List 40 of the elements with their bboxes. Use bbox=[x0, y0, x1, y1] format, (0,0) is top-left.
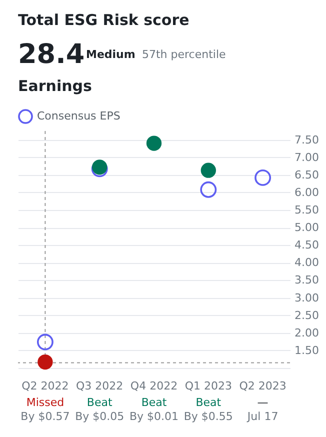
y-tick-label: 6.50 bbox=[294, 168, 319, 182]
point bbox=[38, 354, 53, 370]
x-tick-label: Q4 2022 bbox=[130, 380, 178, 392]
text: By $0.55 bbox=[184, 410, 233, 423]
y-tick-label: 6.00 bbox=[294, 186, 319, 199]
text: Beat bbox=[196, 396, 222, 409]
point bbox=[200, 181, 217, 198]
point bbox=[254, 169, 272, 186]
y-tick-label: 1.50 bbox=[294, 344, 319, 357]
point bbox=[200, 162, 216, 178]
chart-subtitle: Earnings bbox=[18, 77, 92, 95]
y-tick-label: 7.00 bbox=[294, 150, 319, 164]
y-tick-label: 2.50 bbox=[294, 308, 319, 322]
x-tick-label: Q2 2022 bbox=[22, 380, 69, 392]
chart-title: Total ESG Risk score bbox=[18, 11, 190, 29]
point bbox=[146, 136, 162, 151]
x-tick-label: Q2 2023 bbox=[239, 380, 286, 392]
y-tick-label: 2.00 bbox=[294, 326, 319, 340]
y-tick-label: 7.50 bbox=[294, 133, 319, 146]
text: Beat bbox=[86, 396, 113, 409]
text: Medium bbox=[86, 48, 136, 61]
x-tick-label: Q3 2022 bbox=[76, 380, 124, 392]
text: By $0.01 bbox=[129, 410, 179, 423]
text: Beat bbox=[141, 396, 168, 409]
text: 28.4 bbox=[18, 39, 85, 70]
text: By $0.05 bbox=[75, 410, 124, 423]
text: Missed bbox=[26, 396, 64, 409]
text: By $0.57 bbox=[20, 410, 70, 423]
y-tick-label: 3.50 bbox=[294, 274, 319, 287]
y-tick-label: 5.00 bbox=[294, 221, 319, 234]
y-tick-label: 4.50 bbox=[294, 238, 319, 252]
y-tick-label: 3.00 bbox=[294, 291, 319, 304]
x-tick-label: Q1 2023 bbox=[184, 380, 232, 392]
point bbox=[36, 334, 54, 350]
y-tick-label: 4.00 bbox=[294, 256, 319, 270]
text: 57th percentile bbox=[142, 48, 226, 61]
y-tick-label: 5.50 bbox=[294, 204, 319, 216]
text: — bbox=[257, 396, 268, 409]
text: Jul 17 bbox=[246, 410, 278, 423]
legend-label: Consensus EPS bbox=[37, 110, 120, 122]
